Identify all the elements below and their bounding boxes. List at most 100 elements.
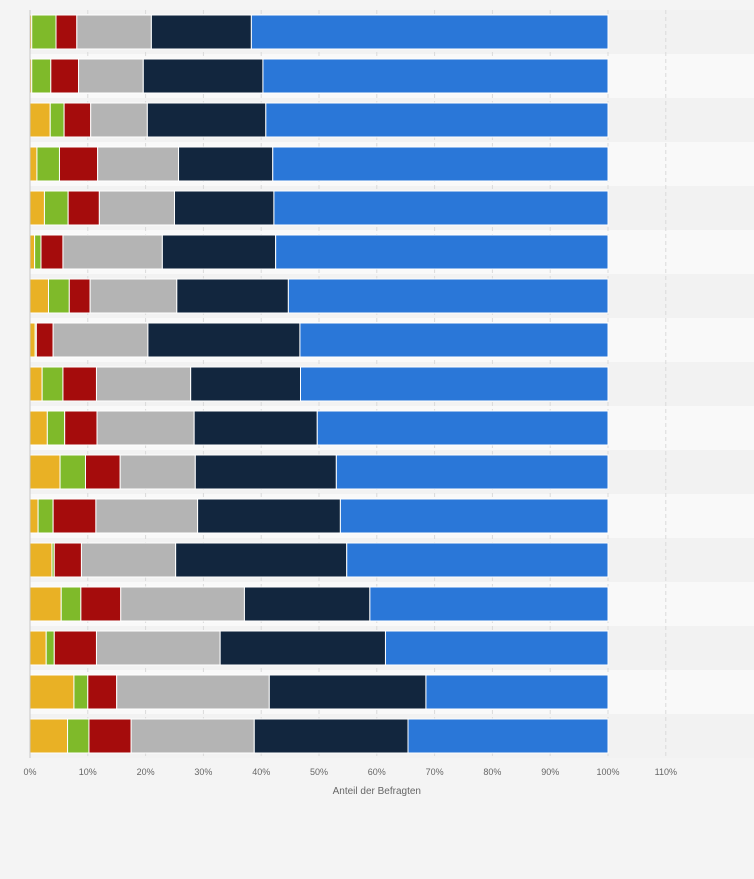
bar-segment[interactable] (425, 674, 609, 710)
bar-segment[interactable] (299, 322, 609, 358)
bar-segment[interactable] (55, 14, 78, 50)
bar-segment[interactable] (47, 278, 70, 314)
bar-segment[interactable] (29, 630, 47, 666)
bar-segment[interactable] (287, 278, 609, 314)
bar-segment[interactable] (176, 278, 289, 314)
bar-segment[interactable] (68, 278, 91, 314)
bar-segment[interactable] (53, 630, 97, 666)
bar-segment[interactable] (29, 146, 38, 182)
bar-segment[interactable] (58, 146, 99, 182)
bar-segment[interactable] (316, 410, 609, 446)
bar-segment[interactable] (29, 366, 43, 402)
bar-segment[interactable] (29, 278, 49, 314)
bar-segment[interactable] (273, 190, 609, 226)
bar-segment[interactable] (272, 146, 609, 182)
bar-segment[interactable] (37, 498, 54, 534)
bar-segment[interactable] (161, 234, 277, 270)
bar-segment[interactable] (119, 454, 196, 490)
bar-segment[interactable] (174, 190, 275, 226)
bar-segment[interactable] (40, 234, 64, 270)
bar-segment[interactable] (29, 322, 36, 358)
bar-segment[interactable] (243, 586, 371, 622)
bar-segment[interactable] (95, 498, 199, 534)
bar-segment[interactable] (29, 454, 61, 490)
bar-segment[interactable] (62, 234, 163, 270)
bar-segment[interactable] (193, 410, 318, 446)
bar-segment[interactable] (59, 454, 86, 490)
bar-segment[interactable] (29, 718, 69, 754)
bar-segment[interactable] (130, 718, 255, 754)
bar-segment[interactable] (178, 146, 274, 182)
bar-segment[interactable] (300, 366, 609, 402)
bar-segment[interactable] (29, 410, 48, 446)
bar-segment[interactable] (46, 410, 66, 446)
bar-segment[interactable] (335, 454, 609, 490)
bar-segment[interactable] (34, 234, 42, 270)
bar-segment[interactable] (84, 454, 121, 490)
bar-segment[interactable] (250, 14, 609, 50)
bar-segment[interactable] (43, 190, 69, 226)
bar-segment[interactable] (73, 674, 89, 710)
bar-segment[interactable] (31, 14, 57, 50)
bar-segment[interactable] (146, 102, 267, 138)
bar-segment[interactable] (29, 234, 36, 270)
bar-segment[interactable] (147, 322, 301, 358)
bar-segment[interactable] (369, 586, 609, 622)
bar-segment[interactable] (96, 410, 195, 446)
bar-segment[interactable] (97, 146, 180, 182)
bar-segment[interactable] (339, 498, 609, 534)
bar-segment[interactable] (95, 630, 221, 666)
bar-segment[interactable] (262, 58, 609, 94)
bar-segment[interactable] (67, 190, 100, 226)
bar-segment[interactable] (31, 58, 52, 94)
bar-segment[interactable] (64, 410, 98, 446)
bar-segment[interactable] (88, 718, 132, 754)
bar-segment[interactable] (78, 58, 144, 94)
bar-segment[interactable] (95, 366, 192, 402)
bar-segment[interactable] (197, 498, 341, 534)
bar-segment[interactable] (36, 146, 60, 182)
bar-segment[interactable] (175, 542, 348, 578)
bar-segment[interactable] (265, 102, 609, 138)
bar-segment[interactable] (29, 102, 51, 138)
bar-segment[interactable] (194, 454, 337, 490)
bar-row (29, 102, 609, 138)
bar-segment[interactable] (49, 102, 65, 138)
bar-segment[interactable] (384, 630, 609, 666)
bar-segment[interactable] (45, 630, 55, 666)
bar-segment[interactable] (98, 190, 175, 226)
bar-segment[interactable] (67, 718, 90, 754)
bar-segment[interactable] (268, 674, 427, 710)
bar-segment[interactable] (41, 366, 64, 402)
bar-segment[interactable] (219, 630, 386, 666)
bar-segment[interactable] (50, 58, 80, 94)
bar-segment[interactable] (80, 542, 177, 578)
bar-segment[interactable] (150, 14, 252, 50)
bar-segment[interactable] (29, 674, 75, 710)
bar-segment[interactable] (60, 586, 82, 622)
bar-segment[interactable] (35, 322, 54, 358)
bar-segment[interactable] (120, 586, 245, 622)
bar-segment[interactable] (253, 718, 409, 754)
bar-segment[interactable] (63, 102, 92, 138)
bar-segment[interactable] (52, 498, 97, 534)
bar-segment[interactable] (275, 234, 609, 270)
bar-segment[interactable] (142, 58, 264, 94)
bar-segment[interactable] (90, 102, 148, 138)
bar-segment[interactable] (87, 674, 118, 710)
bar-segment[interactable] (29, 542, 53, 578)
bar-segment[interactable] (29, 586, 62, 622)
bar-segment[interactable] (53, 542, 82, 578)
bar-segment[interactable] (407, 718, 609, 754)
bar-segment[interactable] (346, 542, 609, 578)
bar-segment[interactable] (76, 14, 152, 50)
bar-segment[interactable] (89, 278, 178, 314)
bar-segment[interactable] (52, 322, 149, 358)
x-tick-label: 30% (194, 767, 212, 777)
bar-segment[interactable] (29, 498, 39, 534)
bar-segment[interactable] (29, 190, 45, 226)
bar-segment[interactable] (80, 586, 122, 622)
bar-segment[interactable] (190, 366, 302, 402)
bar-segment[interactable] (116, 674, 270, 710)
bar-segment[interactable] (62, 366, 97, 402)
